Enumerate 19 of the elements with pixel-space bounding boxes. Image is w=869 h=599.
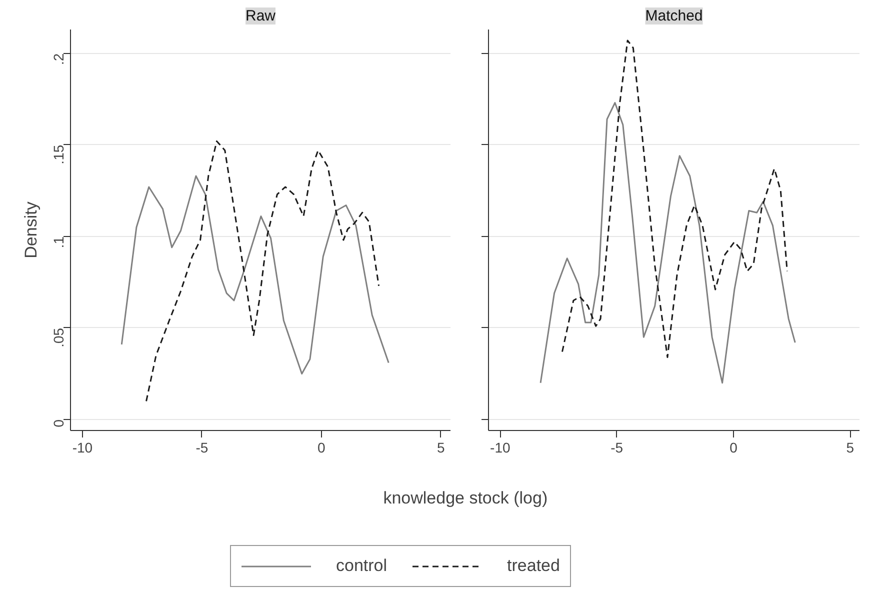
y-tick-label: .2	[50, 53, 66, 65]
y-tick-label: .15	[50, 144, 66, 164]
x-tick-label: -10	[490, 440, 510, 456]
x-tick-label: 5	[437, 440, 446, 456]
y-tick-label: .1	[50, 236, 66, 248]
legend-label: treated	[507, 556, 560, 576]
chart-title: Raw	[245, 8, 276, 24]
legend-label: control	[336, 556, 388, 576]
x-axis-title: knowledge stock (log)	[383, 488, 548, 508]
y-axis-title: Density	[22, 201, 40, 258]
x-tick-label: 0	[730, 440, 738, 456]
y-tick-label: .05	[50, 328, 66, 348]
x-tick-label: -10	[72, 440, 93, 456]
y-tick-label: 0	[50, 419, 66, 428]
chart-title: Matched	[645, 8, 703, 24]
x-tick-label: -5	[610, 440, 624, 456]
x-tick-label: 0	[318, 440, 326, 456]
x-tick-label: 5	[846, 440, 854, 456]
x-tick-label: -5	[196, 440, 208, 456]
